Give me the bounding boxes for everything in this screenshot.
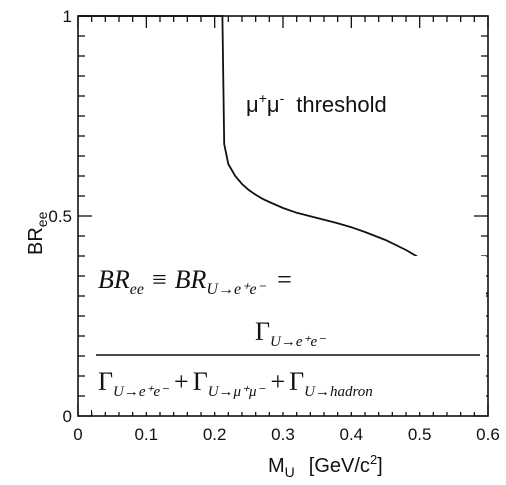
x-tick-label: 0.5 bbox=[408, 425, 432, 444]
threshold-annotation: μ+μ-threshold bbox=[246, 90, 387, 117]
series-line bbox=[78, 15, 489, 295]
y-tick-label: 0.5 bbox=[48, 207, 72, 226]
tick-labels: 0 0.1 0.2 0.3 0.4 0.5 0.6 0 0.5 1 bbox=[48, 7, 499, 444]
x-tick-label: 0.1 bbox=[135, 425, 159, 444]
x-tick-label: 0.6 bbox=[476, 425, 500, 444]
x-axis-label: MU [GeV/c2] bbox=[268, 452, 383, 480]
x-tick-label: 0 bbox=[73, 425, 82, 444]
y-tick-label: 0 bbox=[63, 407, 72, 426]
formula-numerator: ΓU→e⁺e⁻ bbox=[255, 317, 326, 350]
x-tick-label: 0.2 bbox=[203, 425, 227, 444]
y-tick-label: 1 bbox=[63, 7, 72, 26]
formula-line-1: BRee ≡ BRU→e⁺e⁻ = bbox=[98, 265, 292, 298]
x-tick-label: 0.3 bbox=[271, 425, 295, 444]
formula-denominator: ΓU→e⁺e⁻ + ΓU→μ⁺μ⁻ + ΓU→hadron bbox=[98, 367, 373, 400]
formula: BRee ≡ BRU→e⁺e⁻ = ΓU→e⁺e⁻ ΓU→e⁺e⁻ + ΓU→μ⁺μ⁻ + Γ… bbox=[92, 256, 486, 412]
y-axis-label: BRee bbox=[25, 211, 50, 255]
formula-background bbox=[92, 256, 486, 412]
x-tick-label: 0.4 bbox=[340, 425, 364, 444]
